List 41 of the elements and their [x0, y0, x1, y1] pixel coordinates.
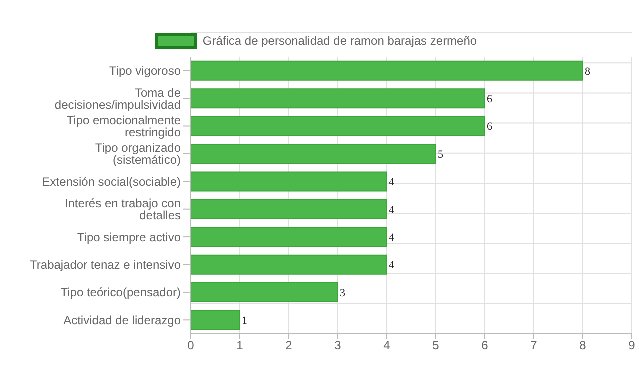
data-label: 3	[340, 287, 346, 300]
bar	[191, 116, 486, 136]
x-tick-label: 8	[580, 338, 587, 353]
y-tick-label: Actividad de liderazgo	[64, 313, 182, 328]
x-tick-label: 9	[628, 338, 636, 353]
x-tick-label: 4	[384, 338, 391, 353]
bar	[191, 310, 240, 330]
data-label: 1	[242, 315, 248, 328]
data-label: 4	[389, 204, 395, 216]
data-label: 4	[389, 176, 395, 189]
y-tick-label: Tipo emocionalmente restringido	[66, 114, 182, 140]
data-label: 6	[487, 121, 493, 134]
bar	[191, 199, 388, 220]
x-tick-label: 3	[334, 338, 342, 353]
y-tick-label: Trabajador tenaz e intensivo	[30, 258, 182, 272]
bar	[191, 88, 486, 109]
x-tick-label: 5	[432, 338, 440, 353]
y-tick-label: Extensión social(sociable)	[42, 174, 181, 189]
data-label: 6	[487, 94, 493, 106]
y-tick-label: Tipo teórico(pensador)	[60, 286, 182, 300]
data-label: 5	[438, 148, 444, 161]
legend-label: Gráfica de personalidad de ramon barajas zermeño	[202, 34, 478, 48]
x-tick-label: 1	[236, 338, 244, 353]
y-tick-label: Tipo siempre activo	[77, 230, 182, 244]
y-tick-label: Tipo organizado (sistemático)	[95, 141, 182, 168]
bar	[191, 282, 338, 303]
y-tick-label: Interés en trabajo con detalles	[64, 196, 181, 223]
x-tick-label: 6	[482, 338, 489, 353]
data-label: 8	[585, 66, 591, 78]
x-tick-label: 7	[530, 338, 538, 353]
y-tick-label: Toma de decisiones/impulsividad	[54, 86, 182, 112]
bar	[191, 227, 388, 248]
x-tick-label: 0	[188, 338, 195, 353]
y-tick-label: Tipo vigoroso	[109, 64, 182, 78]
x-tick-label: 2	[286, 338, 293, 353]
data-label: 4	[389, 232, 395, 244]
bar	[191, 144, 436, 164]
bar	[191, 60, 584, 81]
data-label: 4	[389, 260, 395, 272]
bar	[191, 172, 388, 192]
bar	[191, 254, 388, 275]
